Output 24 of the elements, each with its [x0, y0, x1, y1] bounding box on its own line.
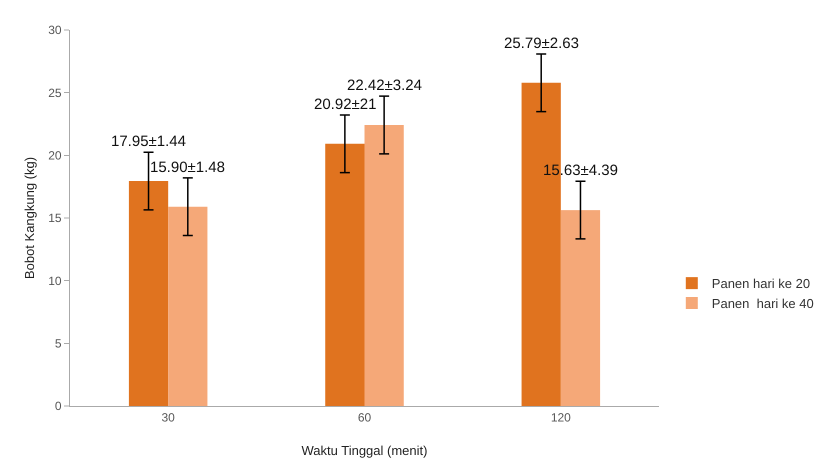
data-label: 22.42±3.24	[347, 77, 422, 94]
y-tick-label: 20	[48, 148, 62, 163]
y-tick-label: 10	[48, 274, 62, 288]
legend-label: Panen hari ke 20	[712, 276, 810, 292]
bar	[128, 181, 168, 406]
bar	[168, 206, 208, 406]
y-axis-title: Bobot Kangkung (kg)	[22, 156, 37, 280]
x-tick-label: 120	[550, 410, 572, 424]
data-label: 25.79±2.63	[504, 35, 579, 52]
x-axis-title: Waktu Tinggal (menit)	[302, 443, 428, 458]
x-tick-label: 30	[161, 410, 176, 424]
data-label: 15.90±1.48	[150, 159, 225, 176]
y-tick-label: 15	[48, 211, 62, 226]
y-tick-label: 25	[48, 86, 62, 100]
x-tick-label: 60	[358, 410, 372, 424]
data-label: 20.92±21	[314, 96, 376, 113]
y-tick-label: 0	[54, 399, 62, 414]
y-tick-label: 30	[48, 23, 62, 38]
bar	[560, 210, 600, 406]
bar	[325, 144, 364, 406]
data-label: 17.95±1.44	[111, 133, 186, 150]
y-tick-label: 5	[54, 336, 62, 351]
legend-label: Panen hari ke 40	[712, 296, 814, 312]
bar	[364, 125, 404, 406]
